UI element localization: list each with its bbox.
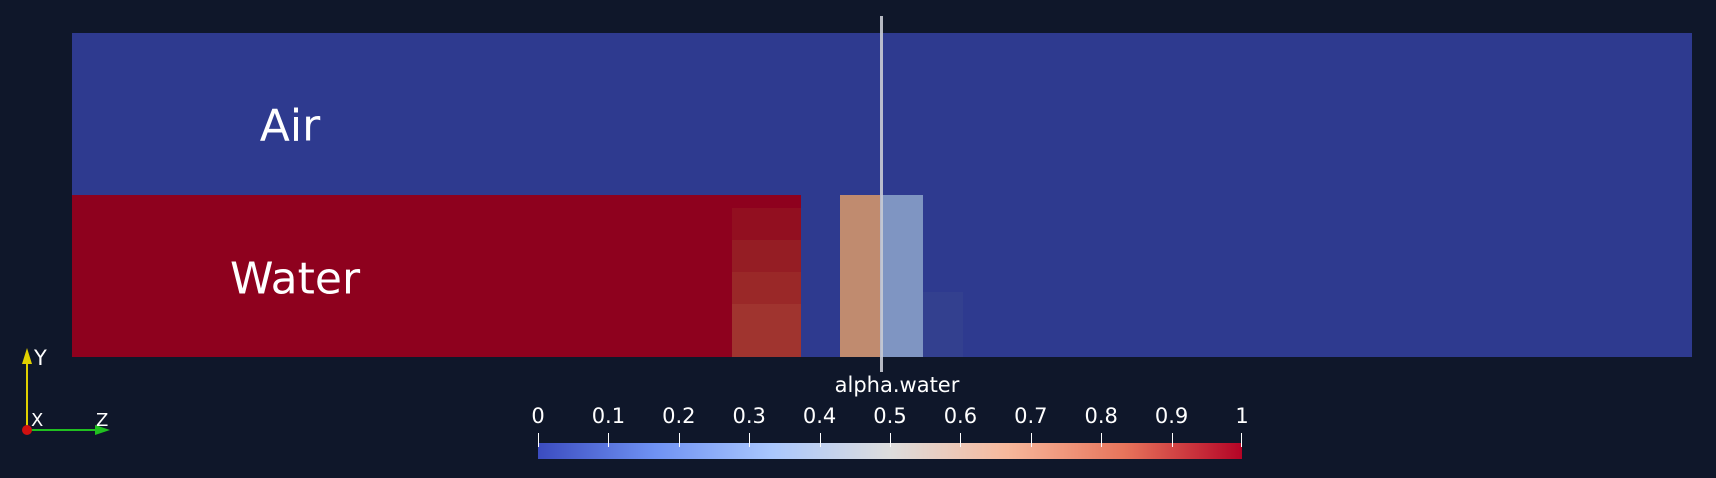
colorbar (538, 443, 1242, 459)
interface-cell (732, 240, 801, 272)
interface-cell (732, 272, 801, 304)
interface-cell (840, 195, 880, 357)
colorbar-tick-label: 0.5 (873, 404, 907, 428)
colorbar-tick (1241, 433, 1242, 447)
colorbar-tick (960, 433, 962, 447)
colorbar-tick-label: 0.4 (802, 404, 837, 428)
colorbar-tick (1101, 433, 1103, 447)
probe-line[interactable] (880, 16, 883, 372)
y-axis-label: Y (34, 346, 47, 370)
z-axis-label: Z (96, 410, 109, 431)
colorbar-tick (749, 433, 751, 447)
orientation-axes (22, 348, 110, 435)
colorbar-tick (890, 433, 891, 447)
colorbar-tick-label: 0.6 (943, 404, 978, 428)
colorbar-tick (608, 433, 610, 447)
colorbar-tick-label: 0.7 (1014, 404, 1048, 428)
interface-cell (732, 304, 801, 357)
colorbar-tick (819, 433, 821, 447)
water-label: Water (229, 253, 361, 305)
colorbar-tick-label: 0 (531, 404, 545, 428)
colorbar-tick (538, 433, 539, 447)
air-label: Air (259, 100, 321, 152)
colorbar-tick-label: 0.9 (1154, 404, 1189, 428)
interface-cell (881, 195, 923, 357)
colorbar-title: alpha.water (834, 373, 960, 397)
water-region (72, 195, 801, 357)
colorbar-tick (1171, 433, 1173, 447)
x-axis-label: X (31, 410, 44, 431)
interface-cell (732, 208, 801, 240)
x-axis-dot-icon (22, 425, 32, 435)
colorbar-tick-label: 0.1 (591, 404, 626, 428)
colorbar-tick (678, 433, 680, 447)
z-arrow-icon (95, 425, 110, 435)
colorbar-tick (1030, 433, 1032, 447)
interface-cell (923, 292, 963, 357)
colorbar-tick-label: 0.8 (1084, 404, 1118, 428)
y-arrow-icon (22, 348, 32, 364)
colorbar-tick-label: 0.3 (732, 404, 766, 428)
colorbar-tick-label: 1 (1235, 404, 1249, 428)
colorbar-tick-label: 0.2 (662, 404, 696, 428)
